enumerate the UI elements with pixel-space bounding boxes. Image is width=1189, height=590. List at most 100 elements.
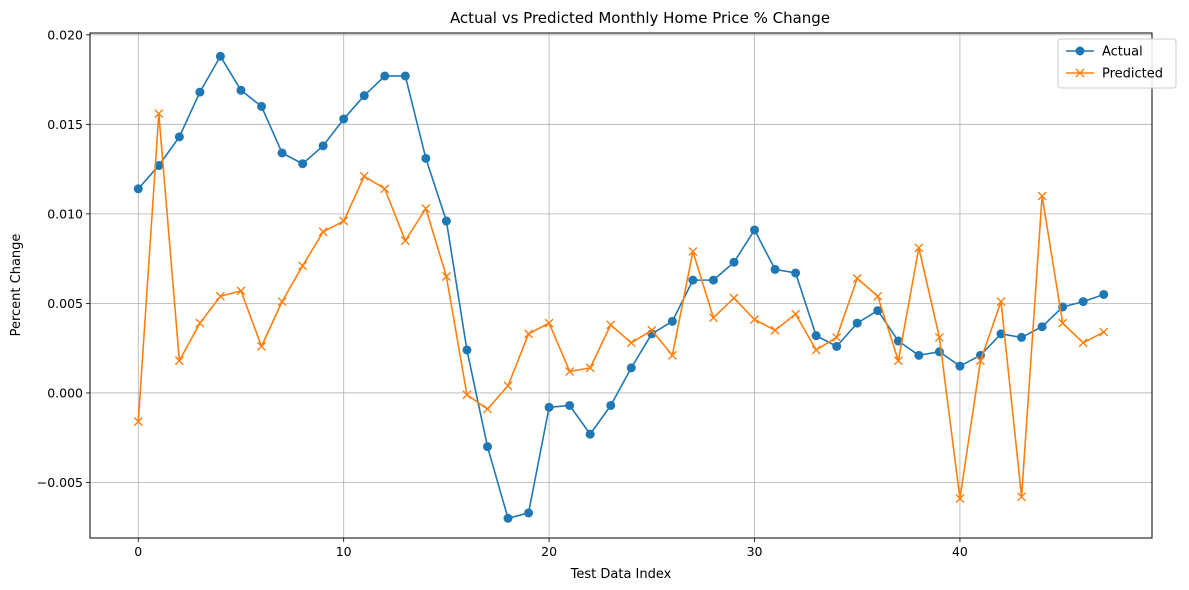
data-point-predicted — [1037, 191, 1047, 201]
data-point-predicted — [626, 338, 636, 348]
data-point-predicted — [380, 184, 390, 194]
data-point-actual — [257, 101, 267, 111]
data-point-predicted — [257, 341, 267, 351]
axis-ticks: 0 10 20 30 40 −0.005 0.000 0.005 0.010 0.015 0.020 — [37, 27, 968, 559]
x-axis-title: Test Data Index — [570, 567, 672, 582]
series-predicted-line — [137, 112, 1105, 500]
x-tick-label: 10 — [336, 544, 352, 559]
data-point-predicted — [400, 236, 410, 246]
data-point-actual — [400, 71, 410, 81]
data-point-predicted — [647, 325, 657, 335]
data-point-predicted — [914, 243, 924, 253]
data-point-actual — [585, 429, 595, 439]
grid-lines — [90, 33, 1152, 538]
data-point-actual — [811, 331, 821, 341]
data-point-predicted — [1017, 492, 1027, 502]
data-point-actual — [524, 508, 534, 518]
data-point-actual — [503, 513, 513, 523]
data-point-predicted — [441, 272, 451, 282]
data-point-actual — [934, 347, 944, 357]
data-point-predicted — [236, 286, 246, 296]
data-point-predicted — [832, 332, 842, 342]
y-tick-label: 0.005 — [47, 296, 83, 311]
data-point-actual — [215, 51, 225, 61]
data-point-actual — [750, 225, 760, 235]
data-point-predicted — [298, 261, 308, 271]
x-tick-label: 40 — [952, 544, 968, 559]
data-point-predicted — [852, 273, 862, 283]
data-point-actual — [688, 275, 698, 285]
data-point-actual — [626, 363, 636, 373]
data-point-actual — [606, 400, 616, 410]
data-point-predicted — [791, 309, 801, 319]
data-point-predicted — [975, 356, 985, 366]
legend-predicted-marker — [1075, 68, 1085, 78]
data-point-actual — [441, 216, 451, 226]
data-point-predicted — [955, 494, 965, 504]
data-point-actual — [339, 114, 349, 124]
data-point-actual — [996, 329, 1006, 339]
data-point-predicted — [729, 293, 739, 303]
data-point-predicted — [770, 325, 780, 335]
data-point-predicted — [503, 381, 513, 391]
legend: Actual Predicted — [1057, 38, 1177, 89]
legend-predicted-label: Predicted — [1102, 67, 1163, 82]
plot-frame — [89, 32, 1153, 539]
series-predicted — [133, 109, 1109, 504]
data-point-actual — [667, 316, 677, 326]
x-tick-label: 20 — [541, 544, 557, 559]
data-point-actual — [277, 148, 287, 158]
data-point-actual — [359, 91, 369, 101]
y-tick-label: −0.005 — [37, 475, 83, 490]
y-tick-label: 0.020 — [47, 27, 83, 42]
data-point-predicted — [359, 171, 369, 181]
data-point-predicted — [1099, 327, 1109, 337]
data-point-actual — [791, 268, 801, 278]
data-point-predicted — [688, 246, 698, 256]
data-point-predicted — [318, 227, 328, 237]
data-point-predicted — [811, 345, 821, 355]
data-point-actual — [914, 350, 924, 360]
data-point-actual — [462, 345, 472, 355]
data-point-actual — [174, 132, 184, 142]
y-tick-label: 0.015 — [47, 117, 83, 132]
data-point-predicted — [482, 404, 492, 414]
data-point-predicted — [339, 216, 349, 226]
data-point-actual — [544, 402, 554, 412]
data-point-predicted — [174, 356, 184, 366]
data-point-actual — [1017, 332, 1027, 342]
legend-actual-marker — [1075, 46, 1085, 56]
data-point-actual — [770, 264, 780, 274]
data-point-actual — [133, 184, 143, 194]
data-point-actual — [873, 306, 883, 316]
data-point-actual — [1099, 289, 1109, 299]
data-point-predicted — [606, 320, 616, 330]
data-point-actual — [236, 85, 246, 95]
data-point-actual — [852, 318, 862, 328]
data-point-actual — [708, 275, 718, 285]
data-point-predicted — [544, 318, 554, 328]
data-point-actual — [565, 400, 575, 410]
data-point-predicted — [708, 313, 718, 323]
data-point-predicted — [1058, 318, 1068, 328]
data-point-actual — [195, 87, 205, 97]
data-point-predicted — [524, 329, 534, 339]
data-point-actual — [482, 442, 492, 452]
data-point-actual — [893, 336, 903, 346]
data-point-predicted — [154, 109, 164, 119]
data-point-actual — [421, 153, 431, 163]
data-point-predicted — [565, 366, 575, 376]
data-point-predicted — [585, 363, 595, 373]
data-point-actual — [380, 71, 390, 81]
data-point-predicted — [750, 315, 760, 325]
x-tick-label: 30 — [747, 544, 763, 559]
data-point-actual — [729, 257, 739, 267]
data-point-actual — [298, 159, 308, 169]
data-point-predicted — [873, 291, 883, 301]
series-actual — [133, 51, 1109, 523]
data-point-predicted — [1078, 338, 1088, 348]
data-point-predicted — [215, 291, 225, 301]
data-point-actual — [1037, 322, 1047, 332]
y-tick-label: 0.000 — [47, 385, 83, 400]
